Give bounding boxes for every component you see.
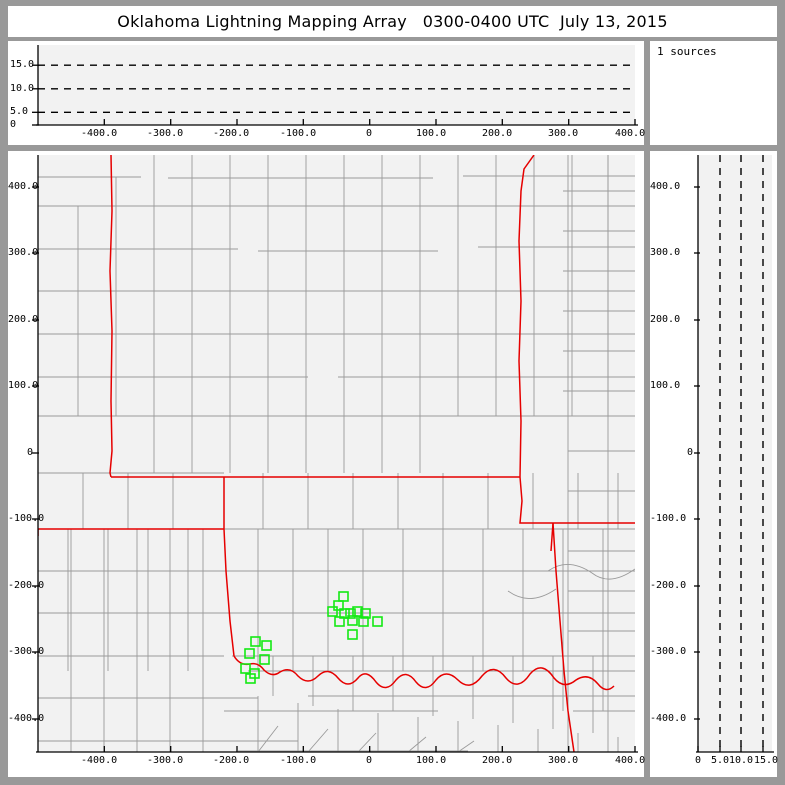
x-tick-marks [103, 746, 636, 752]
xtick-label--200: -200.0 [213, 128, 250, 139]
map-xtick-label--400: -400.0 [81, 755, 118, 766]
title-panel: Oklahoma Lightning Mapping Array 0300-04… [8, 6, 777, 37]
side-ytick-label-200: 200.0 [650, 314, 681, 325]
map-xtick-label-100: 100.0 [416, 755, 447, 766]
side-ytick-label--200: -200.0 [650, 580, 687, 591]
side-ytick-label--300: -300.0 [650, 646, 687, 657]
side-ytick-label-300: 300.0 [650, 247, 681, 258]
xtick-label-300: 300.0 [548, 128, 579, 139]
altitude-histogram-panel[interactable]: 400.0 300.0 200.0 100.0 0 -100.0 -200.0 … [650, 151, 779, 777]
source-count-panel: 1 sources [650, 41, 777, 145]
map-ytick-label--200: -200.0 [8, 580, 45, 591]
state-boundaries [38, 155, 635, 752]
side-xtick-label-0: 0 [695, 755, 702, 766]
map-ytick-label--100: -100.0 [8, 513, 45, 524]
map-xtick-label--300: -300.0 [147, 755, 184, 766]
side-ytick-label-0: 0 [687, 447, 694, 458]
page-title: Oklahoma Lightning Mapping Array 0300-04… [117, 12, 668, 31]
y-tick-marks [694, 186, 700, 720]
source-count-label: 1 sources [657, 45, 717, 58]
side-ytick-label--100: -100.0 [650, 513, 687, 524]
map-ytick-label--400: -400.0 [8, 713, 45, 724]
ytick-label-10: 10.0 [10, 83, 35, 94]
time-height-plot[interactable] [8, 41, 644, 145]
xtick-label-400: 400.0 [615, 128, 646, 139]
side-xtick-label-15: 15.0 [754, 755, 779, 766]
xtick-label--100: -100.0 [280, 128, 317, 139]
map-background [38, 155, 635, 752]
map-ytick-label-200: 200.0 [8, 314, 39, 325]
plan-view-map[interactable] [8, 151, 644, 777]
map-xtick-label--200: -200.0 [213, 755, 250, 766]
x-tick-marks [103, 119, 636, 125]
x-tick-marks [697, 746, 764, 752]
map-ytick-label-300: 300.0 [8, 247, 39, 258]
side-ytick-label-400: 400.0 [650, 181, 681, 192]
xtick-label-200: 200.0 [482, 128, 513, 139]
plan-view-map-panel[interactable]: 400.0 300.0 200.0 100.0 0 -100.0 -200.0 … [8, 151, 646, 777]
ytick-label-15: 15.0 [10, 59, 35, 70]
map-xtick-label-300: 300.0 [548, 755, 579, 766]
map-xtick-label-400: 400.0 [615, 755, 646, 766]
map-ytick-label--300: -300.0 [8, 646, 45, 657]
map-xtick-label-0: 0 [366, 755, 373, 766]
y-tick-marks [32, 186, 39, 720]
xtick-label--300: -300.0 [147, 128, 184, 139]
xtick-label-0: 0 [366, 128, 373, 139]
plot-background [698, 155, 772, 752]
county-boundaries [38, 155, 635, 752]
map-xtick-label--100: -100.0 [280, 755, 317, 766]
vhf-source-markers[interactable] [240, 591, 383, 684]
side-xtick-label-5: 5.0 [711, 755, 730, 766]
time-height-panel[interactable]: 0 5.0 10.0 15.0 -400.0 -300.0 -200.0 -10… [8, 41, 646, 145]
ytick-label-0: 0 [10, 119, 17, 130]
xtick-label--400: -400.0 [81, 128, 118, 139]
map-ytick-label-100: 100.0 [8, 380, 39, 391]
map-xtick-label-200: 200.0 [482, 755, 513, 766]
map-ytick-label-0: 0 [27, 447, 34, 458]
side-ytick-label--400: -400.0 [650, 713, 687, 724]
ytick-label-5: 5.0 [10, 106, 29, 117]
side-xtick-label-10: 10.0 [729, 755, 754, 766]
altitude-histogram-plot[interactable] [650, 151, 777, 777]
side-ytick-label-100: 100.0 [650, 380, 681, 391]
xtick-label-100: 100.0 [416, 128, 447, 139]
map-ytick-label-400: 400.0 [8, 181, 39, 192]
